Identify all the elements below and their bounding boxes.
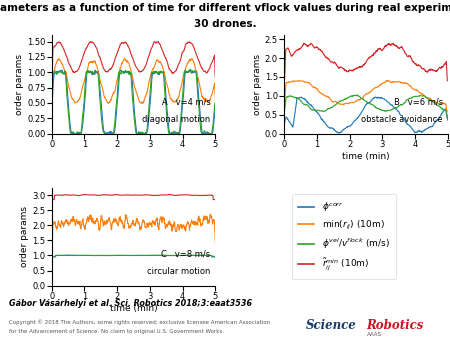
Text: Science: Science	[306, 319, 357, 332]
Text: C   v=8 m/s: C v=8 m/s	[162, 249, 211, 258]
Text: for the Advancement of Science. No claim to original U.S. Government Works.: for the Advancement of Science. No claim…	[9, 329, 224, 334]
Text: B   v=6 m/s: B v=6 m/s	[394, 97, 443, 106]
Text: 30 drones.: 30 drones.	[194, 19, 256, 29]
Y-axis label: order params: order params	[20, 206, 29, 267]
Text: AAAS: AAAS	[367, 332, 382, 337]
Text: Copyright © 2018 The Authors, some rights reserved; exclusive licensee American : Copyright © 2018 The Authors, some right…	[9, 319, 270, 325]
Text: Gábor Vásárhelyi et al. Sci. Robotics 2018;3:eaat3536: Gábor Vásárhelyi et al. Sci. Robotics 20…	[9, 299, 252, 308]
Legend: $\phi^{corr}$, min($r_{ij}$) (10m), $\phi^{vel}/v^{flock}$ (m/s), $\tilde{r}^{mi: $\phi^{corr}$, min($r_{ij}$) (10m), $\ph…	[292, 194, 396, 279]
X-axis label: time (min): time (min)	[342, 152, 390, 161]
Text: Robotics: Robotics	[367, 319, 424, 332]
Text: obstacle avoidance: obstacle avoidance	[361, 115, 443, 124]
Y-axis label: order params: order params	[15, 54, 24, 115]
Y-axis label: order params: order params	[253, 54, 262, 115]
X-axis label: time (min): time (min)	[110, 304, 158, 313]
Text: circular motion: circular motion	[147, 267, 211, 276]
Text: diagonal motion: diagonal motion	[142, 115, 211, 124]
Text: Order parameters as a function of time for different vflock values during real e: Order parameters as a function of time f…	[0, 3, 450, 14]
Text: A   v=4 m/s: A v=4 m/s	[162, 97, 211, 106]
